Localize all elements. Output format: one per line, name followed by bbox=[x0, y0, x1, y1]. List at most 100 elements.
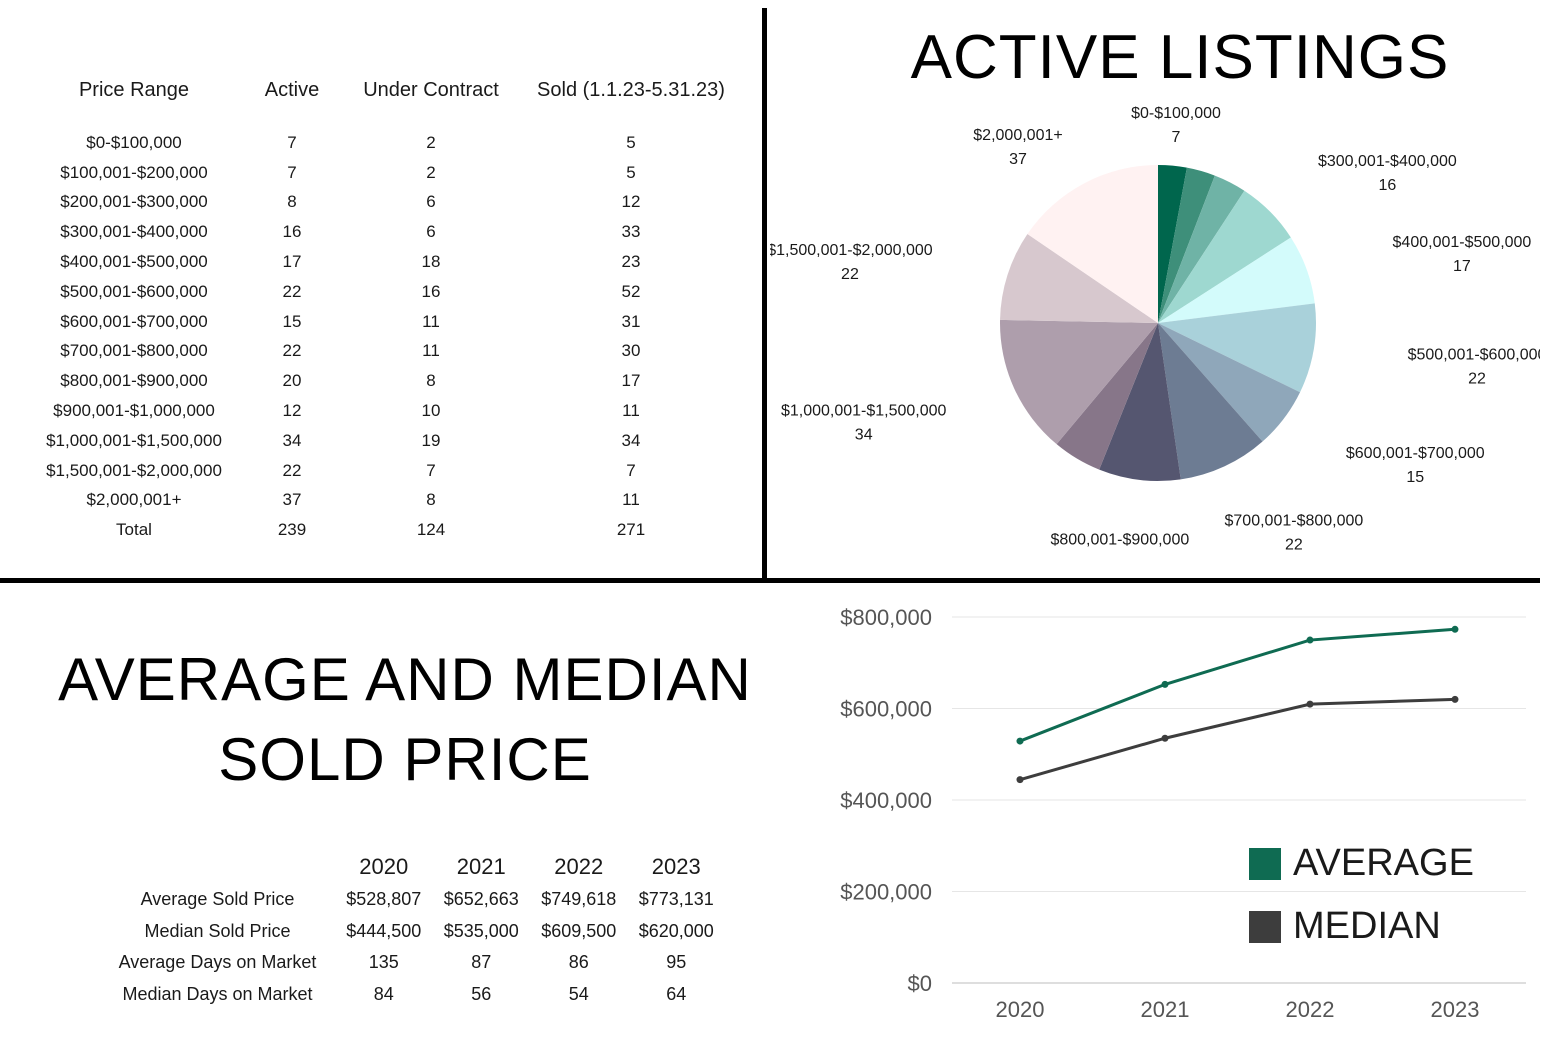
table-cell: $0-$100,000 bbox=[86, 132, 182, 152]
series-line-median bbox=[1019, 697, 1456, 782]
table-cell: $1,500,001-$2,000,000 bbox=[46, 460, 222, 480]
average-median-title: AVERAGE AND MEDIAN SOLD PRICE bbox=[30, 640, 780, 800]
pie-data-label: $2,000,001+ 37 bbox=[973, 127, 1062, 168]
sold-stats-table: 2020 2021 2022 2023 Average Sold Price $5… bbox=[100, 850, 725, 1010]
table-cell: 87 bbox=[471, 952, 492, 973]
table-cell: 5 bbox=[626, 132, 636, 152]
table-cell: 11 bbox=[622, 401, 640, 421]
pie-label-value: 16 bbox=[1378, 177, 1396, 194]
horizontal-divider bbox=[0, 578, 1540, 583]
pie-slice bbox=[1000, 234, 1158, 323]
row-label: Average Days on Market bbox=[118, 952, 317, 973]
row-label: Average Sold Price bbox=[140, 889, 295, 910]
y-tick-label: $800,000 bbox=[840, 605, 932, 630]
table-cell: 37 bbox=[282, 490, 302, 510]
pie-label-range: $300,001-$400,000 bbox=[1318, 153, 1457, 170]
legend-average: AVERAGE bbox=[1249, 842, 1474, 885]
pie-slice bbox=[1099, 323, 1181, 481]
pie-label-value: 22 bbox=[1468, 370, 1486, 387]
pie-label-value: 17 bbox=[1453, 258, 1471, 275]
table-row: $700,001-$800,000 22 11 30 bbox=[20, 337, 750, 367]
table-cell: 11 bbox=[622, 490, 640, 510]
column-header: Active bbox=[264, 78, 320, 101]
table-cell: 6 bbox=[426, 222, 436, 242]
pie-label-value: 15 bbox=[1406, 469, 1424, 486]
pie-data-label: $500,001-$600,000 22 bbox=[1408, 346, 1540, 387]
row-label: Median Sold Price bbox=[144, 920, 291, 941]
data-point bbox=[1016, 737, 1024, 745]
table-row: $400,001-$500,000 17 18 23 bbox=[20, 247, 750, 277]
pie-slice bbox=[1158, 165, 1187, 323]
data-point bbox=[1016, 776, 1024, 784]
pie-label-range: $0-$100,000 bbox=[1131, 105, 1221, 122]
legend-label: MEDIAN bbox=[1293, 905, 1441, 947]
table-cell: 7 bbox=[426, 460, 436, 480]
table-cell: 8 bbox=[426, 371, 436, 391]
pie-slice bbox=[1158, 323, 1263, 480]
table-cell: 2 bbox=[426, 162, 436, 182]
pie-label-value: 7 bbox=[1172, 129, 1181, 146]
table-cell: $609,500 bbox=[541, 920, 617, 941]
pie-label-range: $2,000,001+ bbox=[973, 127, 1062, 144]
pie-label-range: $500,001-$600,000 bbox=[1408, 346, 1540, 363]
table-cell: $700,001-$800,000 bbox=[60, 341, 208, 361]
table-cell: 22 bbox=[282, 460, 302, 480]
table-row: Average Days on Market 135 87 86 95 bbox=[100, 947, 725, 979]
year-header: 2020 bbox=[359, 854, 409, 879]
table-header-row: Price Range Active Under Contract Sold (… bbox=[20, 70, 750, 110]
table-cell: $620,000 bbox=[638, 920, 714, 941]
table-header-row: 2020 2021 2022 2023 bbox=[100, 850, 725, 884]
pie-data-label: $1,500,001-$2,000,000 22 bbox=[770, 242, 933, 283]
table-cell: 11 bbox=[422, 341, 440, 361]
table-row: $2,000,001+ 37 8 11 bbox=[20, 486, 750, 516]
year-header: 2021 bbox=[456, 854, 506, 879]
y-tick-label: $400,000 bbox=[840, 788, 932, 813]
data-point bbox=[1161, 734, 1169, 742]
table-cell: 22 bbox=[282, 341, 302, 361]
pie-slice bbox=[1158, 167, 1215, 323]
legend-swatch bbox=[1249, 847, 1281, 880]
table-row: $1,000,001-$1,500,000 34 19 34 bbox=[20, 426, 750, 456]
pie-slice bbox=[1158, 303, 1316, 393]
sold-price-line-chart: $0 $200,000 $400,000 $600,000 $800,000 2020 20… bbox=[840, 605, 1526, 1022]
table-cell: 7 bbox=[287, 162, 297, 182]
pie-label-value: 22 bbox=[841, 266, 859, 283]
table-cell: $652,663 bbox=[443, 889, 519, 910]
table-cell: 18 bbox=[421, 252, 441, 272]
pie-label-range: $1,000,001-$1,500,000 bbox=[781, 402, 947, 419]
table-cell: 271 bbox=[616, 520, 646, 540]
year-header: 2022 bbox=[554, 854, 604, 879]
pie-slice bbox=[1158, 237, 1315, 323]
data-point bbox=[1451, 625, 1459, 633]
pie-label-range: $800,001-$900,000 bbox=[1050, 531, 1189, 548]
table-cell: $900,001-$1,000,000 bbox=[53, 401, 215, 421]
y-tick-label: $200,000 bbox=[840, 880, 932, 905]
x-tick-label: 2021 bbox=[1141, 997, 1190, 1022]
title-line-2: SOLD PRICE bbox=[218, 726, 592, 793]
table-cell: 20 bbox=[282, 371, 302, 391]
table-cell: 12 bbox=[282, 401, 302, 421]
table-cell: $749,618 bbox=[541, 889, 617, 910]
table-cell: 12 bbox=[621, 192, 641, 212]
table-cell: 30 bbox=[621, 341, 641, 361]
year-header: 2023 bbox=[651, 854, 701, 879]
table-cell: $100,001-$200,000 bbox=[60, 162, 208, 182]
pie-data-label: $600,001-$700,000 15 bbox=[1346, 445, 1485, 486]
legend-label: AVERAGE bbox=[1293, 842, 1474, 884]
table-cell: 239 bbox=[277, 520, 307, 540]
pie-data-label: $300,001-$400,000 16 bbox=[1318, 153, 1457, 194]
table-cell: 54 bbox=[568, 983, 589, 1004]
active-listings-title: ACTIVE LISTINGS bbox=[910, 23, 1450, 92]
table-cell: 33 bbox=[621, 222, 641, 242]
vertical-divider bbox=[762, 8, 767, 580]
table-cell: 8 bbox=[426, 490, 436, 510]
pie-slice bbox=[1158, 175, 1245, 323]
pie-data-label: $700,001-$800,000 22 bbox=[1225, 512, 1364, 553]
data-point bbox=[1306, 700, 1314, 708]
table-row: $800,001-$900,000 20 8 17 bbox=[20, 366, 750, 396]
table-row: $100,001-$200,000 7 2 5 bbox=[20, 158, 750, 188]
active-listings-pie-chart: $0-$100,000 7 $300,001-$400,000 16 $400,001-… bbox=[770, 105, 1540, 553]
pie-slice bbox=[1158, 190, 1291, 323]
pie-label-value: 37 bbox=[1009, 151, 1027, 168]
table-row: Total 239 124 271 bbox=[20, 515, 750, 545]
